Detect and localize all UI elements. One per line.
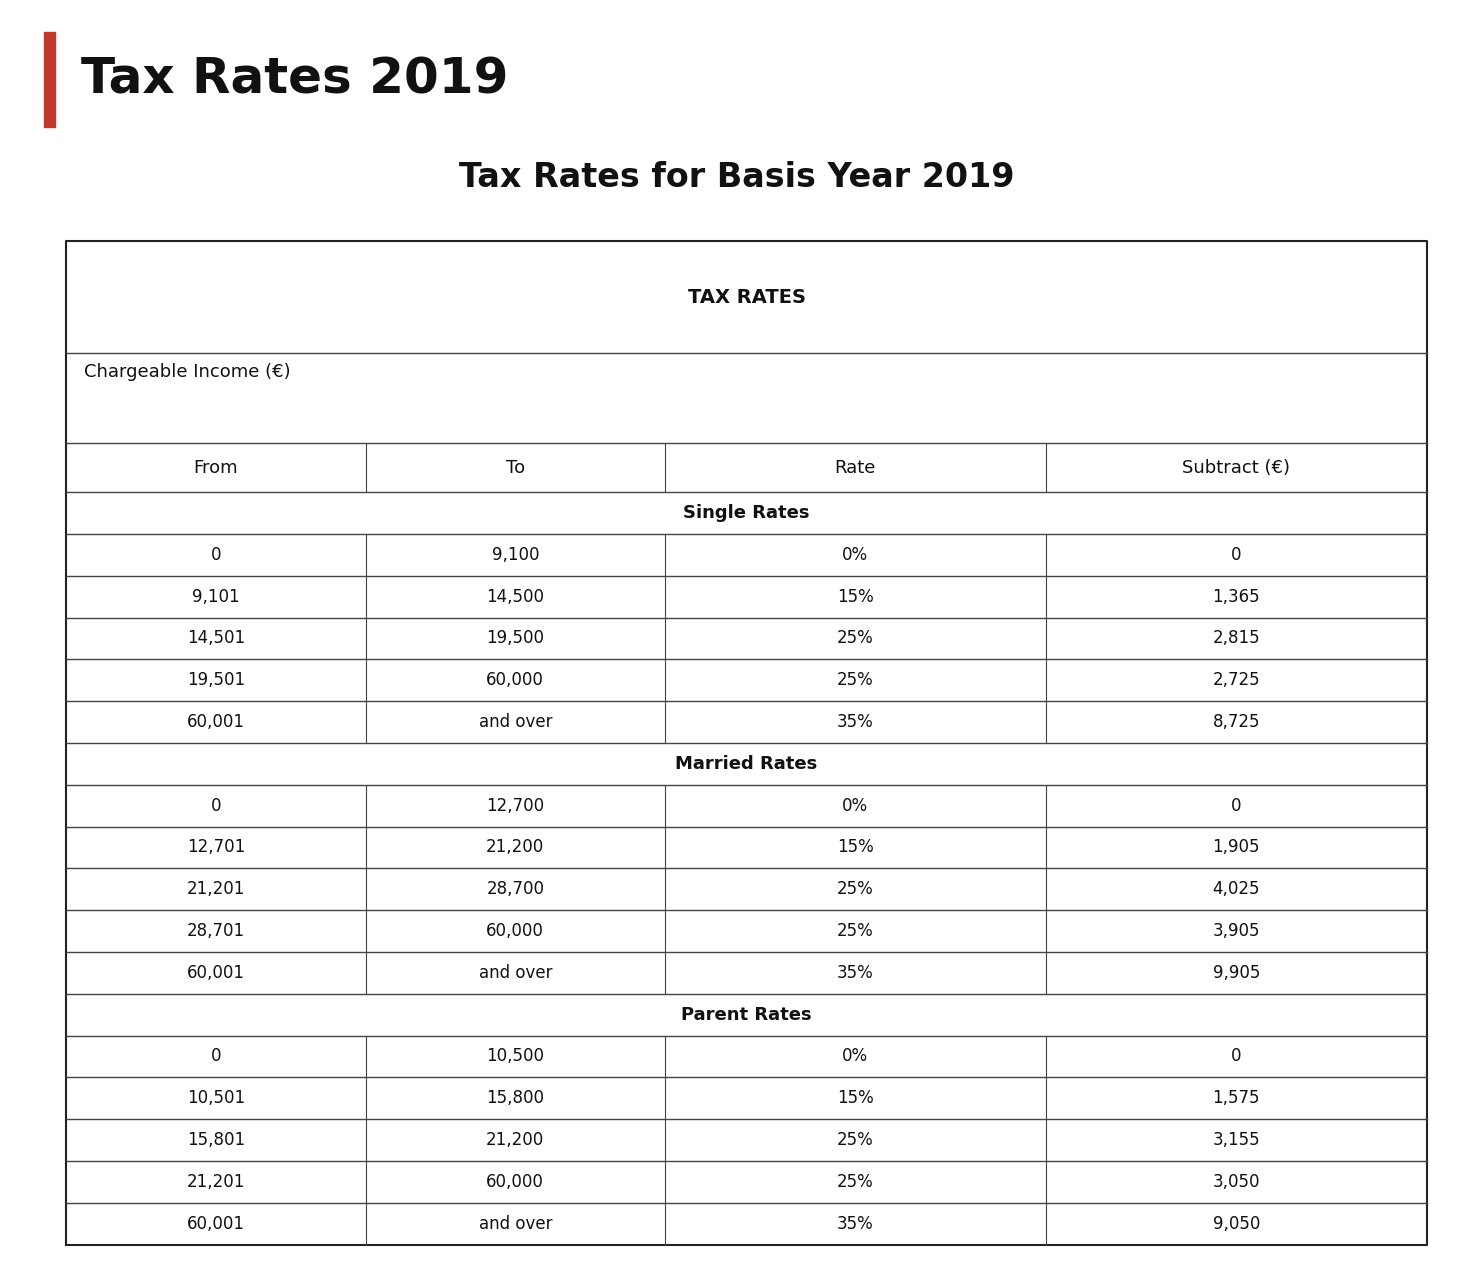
Text: TAX RATES: TAX RATES <box>687 287 806 306</box>
Text: 15%: 15% <box>837 1090 874 1107</box>
Text: Chargeable Income (€): Chargeable Income (€) <box>84 363 290 381</box>
Text: and over: and over <box>479 712 553 732</box>
Text: and over: and over <box>479 1214 553 1233</box>
Text: 1,575: 1,575 <box>1213 1090 1260 1107</box>
Text: 2,815: 2,815 <box>1213 630 1260 648</box>
Text: 8,725: 8,725 <box>1213 712 1260 732</box>
Text: 60,001: 60,001 <box>187 1214 245 1233</box>
Text: Tax Rates for Basis Year 2019: Tax Rates for Basis Year 2019 <box>460 161 1014 194</box>
Text: 35%: 35% <box>837 712 874 732</box>
Text: 9,050: 9,050 <box>1213 1214 1260 1233</box>
Text: 60,001: 60,001 <box>187 712 245 732</box>
Text: 1,365: 1,365 <box>1213 588 1260 606</box>
Text: 0: 0 <box>211 546 221 564</box>
Text: 60,000: 60,000 <box>486 922 544 940</box>
Text: 12,701: 12,701 <box>187 838 245 856</box>
Text: 4,025: 4,025 <box>1213 880 1260 898</box>
Text: 0: 0 <box>1231 546 1241 564</box>
Text: 25%: 25% <box>837 1173 874 1191</box>
Text: 35%: 35% <box>837 1214 874 1233</box>
Text: 0: 0 <box>211 796 221 814</box>
Text: 0%: 0% <box>842 1048 868 1066</box>
Text: 9,100: 9,100 <box>491 546 539 564</box>
Text: 19,500: 19,500 <box>486 630 544 648</box>
Text: 12,700: 12,700 <box>486 796 544 814</box>
Text: 0: 0 <box>211 1048 221 1066</box>
Text: 21,201: 21,201 <box>187 880 245 898</box>
Text: 3,155: 3,155 <box>1213 1132 1260 1149</box>
Text: Married Rates: Married Rates <box>675 754 818 773</box>
Text: 60,001: 60,001 <box>187 964 245 982</box>
Text: 0%: 0% <box>842 546 868 564</box>
Text: 10,501: 10,501 <box>187 1090 245 1107</box>
Text: 28,700: 28,700 <box>486 880 544 898</box>
Text: 1,905: 1,905 <box>1213 838 1260 856</box>
Text: 25%: 25% <box>837 630 874 648</box>
Text: 21,201: 21,201 <box>187 1173 245 1191</box>
Text: 0: 0 <box>1231 1048 1241 1066</box>
Text: 15%: 15% <box>837 588 874 606</box>
Text: 0: 0 <box>1231 796 1241 814</box>
Text: 9,101: 9,101 <box>192 588 240 606</box>
Text: and over: and over <box>479 964 553 982</box>
Text: 15%: 15% <box>837 838 874 856</box>
Text: 14,501: 14,501 <box>187 630 245 648</box>
Text: Parent Rates: Parent Rates <box>681 1006 812 1024</box>
Text: 3,905: 3,905 <box>1213 922 1260 940</box>
Text: 15,800: 15,800 <box>486 1090 544 1107</box>
Bar <box>44 32 55 127</box>
Text: From: From <box>193 458 239 476</box>
Text: 35%: 35% <box>837 964 874 982</box>
Text: 2,725: 2,725 <box>1213 672 1260 690</box>
Text: 3,050: 3,050 <box>1213 1173 1260 1191</box>
Text: 19,501: 19,501 <box>187 672 245 690</box>
Text: 25%: 25% <box>837 672 874 690</box>
Text: 10,500: 10,500 <box>486 1048 544 1066</box>
Text: 9,905: 9,905 <box>1213 964 1260 982</box>
Text: 25%: 25% <box>837 1132 874 1149</box>
Text: 21,200: 21,200 <box>486 838 544 856</box>
Text: Tax Rates 2019: Tax Rates 2019 <box>81 56 509 103</box>
Text: Single Rates: Single Rates <box>684 504 809 522</box>
Text: 21,200: 21,200 <box>486 1132 544 1149</box>
Text: 15,801: 15,801 <box>187 1132 245 1149</box>
Text: 60,000: 60,000 <box>486 672 544 690</box>
Text: 0%: 0% <box>842 796 868 814</box>
Text: Subtract (€): Subtract (€) <box>1182 458 1290 476</box>
Text: 25%: 25% <box>837 922 874 940</box>
Text: 14,500: 14,500 <box>486 588 544 606</box>
Text: To: To <box>506 458 525 476</box>
Text: 28,701: 28,701 <box>187 922 245 940</box>
Text: 25%: 25% <box>837 880 874 898</box>
Text: 60,000: 60,000 <box>486 1173 544 1191</box>
Text: Rate: Rate <box>834 458 876 476</box>
